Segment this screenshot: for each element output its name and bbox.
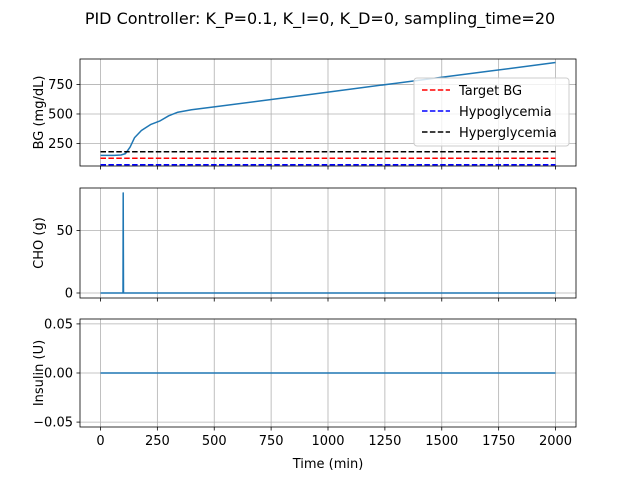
x-tick-label: 750 (259, 434, 284, 449)
cho-series-line (100, 192, 556, 294)
y-tick-label: −0.05 (33, 416, 73, 431)
x-axis-label: Time (min) (292, 457, 364, 472)
y-tick-label: 500 (48, 107, 73, 122)
x-tick-label: 250 (145, 434, 170, 449)
y-axis-label: BG (mg/dL) (32, 76, 47, 150)
figure-title: PID Controller: K_P=0.1, K_I=0, K_D=0, s… (85, 9, 555, 29)
y-tick-label: 50 (56, 224, 73, 239)
y-tick-label: 0.05 (44, 317, 73, 332)
legend-entry-label: Hyperglycemia (459, 126, 557, 141)
legend-entry-label: Hypoglycemia (459, 105, 552, 120)
panel-cho: 0 50 CHO (g) (32, 187, 577, 302)
y-axis-label: Insulin (U) (32, 340, 47, 406)
x-tick-label: 1000 (311, 434, 344, 449)
x-tick-label: 500 (202, 434, 227, 449)
x-tick-label: 1250 (368, 434, 401, 449)
y-tick-label: 0.00 (44, 367, 73, 382)
y-tick-label: 250 (48, 137, 73, 152)
panel-insulin: 0 250 500 750 1000 1250 1500 1750 2000 −0.05 0.00 0… (32, 317, 577, 472)
x-tick-label: 2000 (539, 434, 572, 449)
legend-entry-label: Target BG (458, 84, 522, 99)
x-tick-label: 0 (96, 434, 104, 449)
y-tick-label: 0 (65, 287, 73, 302)
legend: Target BG Hypoglycemia Hyperglycemia (413, 77, 570, 147)
y-tick-label: 750 (48, 78, 73, 93)
y-axis-label: CHO (g) (32, 217, 47, 269)
legend-box (413, 77, 570, 147)
x-tick-label: 1500 (425, 434, 458, 449)
x-tick-label: 1750 (482, 434, 515, 449)
